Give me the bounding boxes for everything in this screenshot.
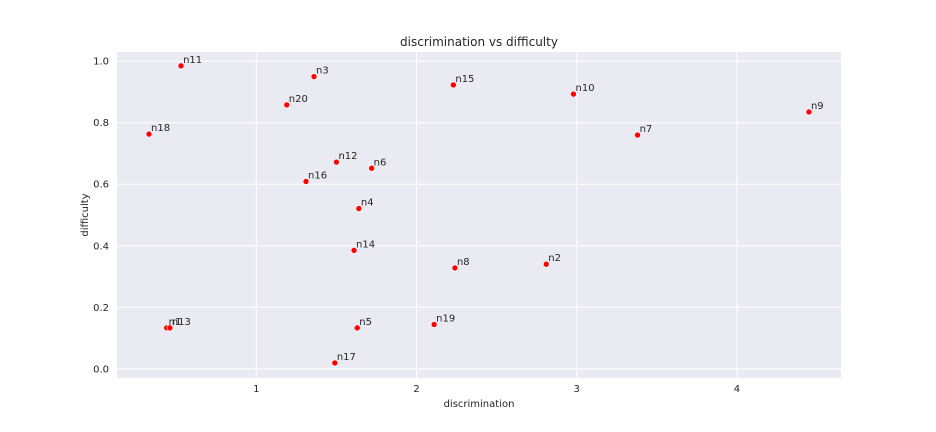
point-label-n8: n8 <box>457 257 470 268</box>
point-label-n5: n5 <box>359 317 372 328</box>
data-point-n2 <box>542 260 550 268</box>
point-label-n12: n12 <box>338 151 357 162</box>
data-point-n14 <box>350 247 358 254</box>
data-point-n16 <box>302 178 310 185</box>
data-point-n9 <box>805 108 813 116</box>
point-label-n18: n18 <box>151 123 170 134</box>
point-label-n19: n19 <box>436 313 455 324</box>
data-point-n18 <box>145 130 153 138</box>
x-tick-label: 1 <box>253 384 259 395</box>
data-point-n12 <box>333 158 340 166</box>
point-label-n13: n13 <box>172 317 191 328</box>
point-label-n3: n3 <box>316 66 329 77</box>
x-axis-label: discrimination <box>444 399 515 410</box>
y-tick-label: 0.8 <box>93 118 109 129</box>
data-point-n7 <box>634 131 641 139</box>
x-tick-label: 2 <box>413 384 419 395</box>
chart-title: discrimination vs difficulty <box>400 35 558 49</box>
point-label-n1: n1 <box>169 317 182 328</box>
point-label-n17: n17 <box>337 352 356 363</box>
y-tick-label: 0.4 <box>93 241 109 252</box>
data-point-n13 <box>166 324 174 332</box>
point-label-n4: n4 <box>361 198 374 209</box>
data-point-n3 <box>310 73 318 80</box>
point-label-n10: n10 <box>576 83 595 94</box>
point-label-n11: n11 <box>183 55 202 66</box>
point-label-n15: n15 <box>455 74 474 85</box>
point-label-n20: n20 <box>289 94 308 105</box>
y-tick-label: 0.6 <box>93 180 109 191</box>
data-point-n20 <box>283 101 291 109</box>
data-point-n15 <box>450 81 457 89</box>
x-tick-label: 4 <box>734 384 740 395</box>
data-point-n5 <box>353 324 361 332</box>
point-label-n16: n16 <box>308 170 327 181</box>
point-labels: n1 n2 n3 n4 n5 n6 n7 n8 n9 n10 n11 n12 n13 n14 n15 n16 n… <box>151 55 824 363</box>
point-label-n14: n14 <box>356 239 375 250</box>
point-label-n7: n7 <box>640 124 653 135</box>
data-point-n6 <box>368 164 375 172</box>
plot-background <box>117 52 841 378</box>
point-label-n6: n6 <box>374 157 387 168</box>
y-tick-label: 0.2 <box>93 303 109 314</box>
data-point-n10 <box>570 90 577 98</box>
data-point-n4 <box>355 205 363 212</box>
data-points <box>145 62 813 367</box>
grid-lines <box>117 52 841 378</box>
point-label-n9: n9 <box>811 101 824 112</box>
point-label-n2: n2 <box>548 253 561 264</box>
x-tick-labels: 1 2 3 4 <box>253 384 740 395</box>
y-tick-label: 0.0 <box>93 364 109 375</box>
y-tick-labels: 0.0 0.2 0.4 0.6 0.8 1.0 <box>93 57 109 376</box>
data-point-n17 <box>331 359 339 367</box>
y-tick-label: 1.0 <box>93 57 109 68</box>
data-point-n8 <box>451 264 459 272</box>
data-point-n19 <box>430 321 438 328</box>
data-point-n11 <box>177 62 185 70</box>
x-tick-label: 3 <box>574 384 580 395</box>
y-axis-label: difficulty <box>80 193 91 236</box>
